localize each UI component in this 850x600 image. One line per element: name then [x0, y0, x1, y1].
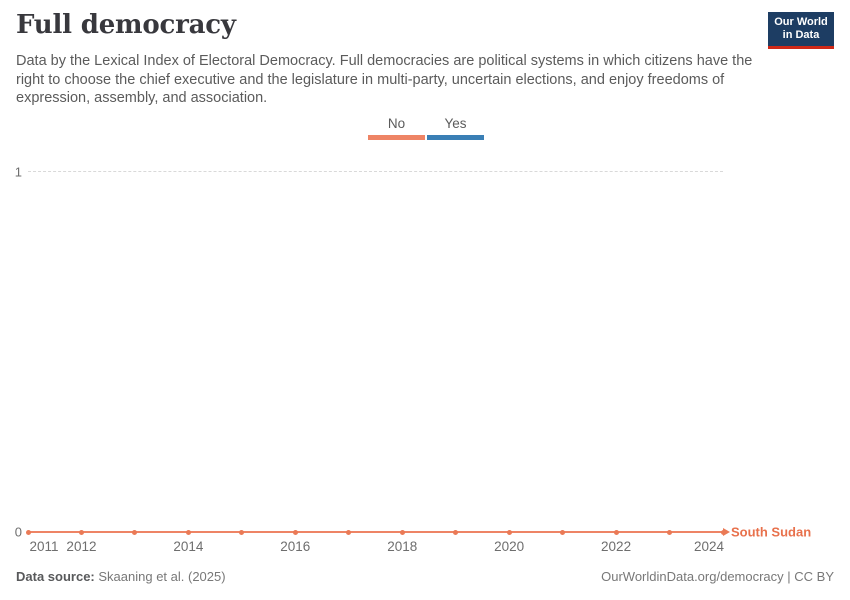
legend-swatch-no — [368, 135, 425, 140]
owid-logo[interactable]: Our World in Data — [768, 12, 834, 49]
legend-label-no: No — [387, 116, 406, 131]
data-point[interactable] — [560, 529, 566, 535]
data-point[interactable] — [239, 529, 245, 535]
data-point[interactable] — [613, 529, 619, 535]
x-axis-ticks: 2011 2012 2014 2016 2018 2020 2022 2024 — [0, 539, 850, 555]
gridline-y1 — [28, 171, 723, 172]
x-tick-label: 2024 — [693, 539, 725, 554]
legend-item-no[interactable]: No — [368, 116, 425, 140]
data-point[interactable] — [453, 529, 459, 535]
x-tick-label: 2014 — [173, 539, 204, 554]
data-point[interactable] — [78, 529, 84, 535]
data-point[interactable] — [667, 529, 673, 535]
y-tick-1: 1 — [14, 164, 22, 180]
page-title: Full democracy — [16, 10, 236, 40]
x-tick-label: 2016 — [280, 539, 311, 554]
data-point[interactable] — [292, 529, 298, 535]
data-point[interactable] — [185, 529, 191, 535]
data-source-value: Skaaning et al. (2025) — [98, 569, 226, 584]
chart-footer: Data source: Skaaning et al. (2025) OurW… — [16, 569, 834, 584]
data-point[interactable] — [399, 529, 405, 535]
x-tick-label: 2012 — [66, 539, 97, 554]
owid-logo-line2: in Data — [782, 29, 820, 41]
x-tick-label: 2022 — [601, 539, 632, 554]
data-source-note: Data source: Skaaning et al. (2025) — [16, 569, 226, 584]
chart-subtitle: Data by the Lexical Index of Electoral D… — [16, 53, 753, 106]
data-point[interactable] — [506, 529, 512, 535]
legend: No Yes — [368, 116, 484, 140]
data-source-label: Data source: — [16, 569, 95, 584]
legend-swatch-yes — [427, 135, 484, 140]
series-line-south-sudan[interactable] — [28, 531, 723, 533]
data-point[interactable] — [132, 529, 138, 535]
series-end-arrow-icon — [723, 528, 730, 536]
owid-footer-link[interactable]: OurWorldinData.org/democracy | CC BY — [601, 569, 834, 584]
y-tick-0: 0 — [14, 524, 22, 540]
data-point[interactable] — [346, 529, 352, 535]
entity-label[interactable]: South Sudan — [731, 524, 812, 540]
x-tick-label: 2011 — [29, 539, 59, 554]
legend-label-yes: Yes — [444, 116, 467, 131]
data-point[interactable] — [25, 529, 31, 535]
x-tick-label: 2020 — [494, 539, 525, 554]
legend-item-yes[interactable]: Yes — [427, 116, 484, 140]
owid-logo-line1: Our World — [774, 16, 828, 28]
x-tick-label: 2018 — [387, 539, 418, 554]
